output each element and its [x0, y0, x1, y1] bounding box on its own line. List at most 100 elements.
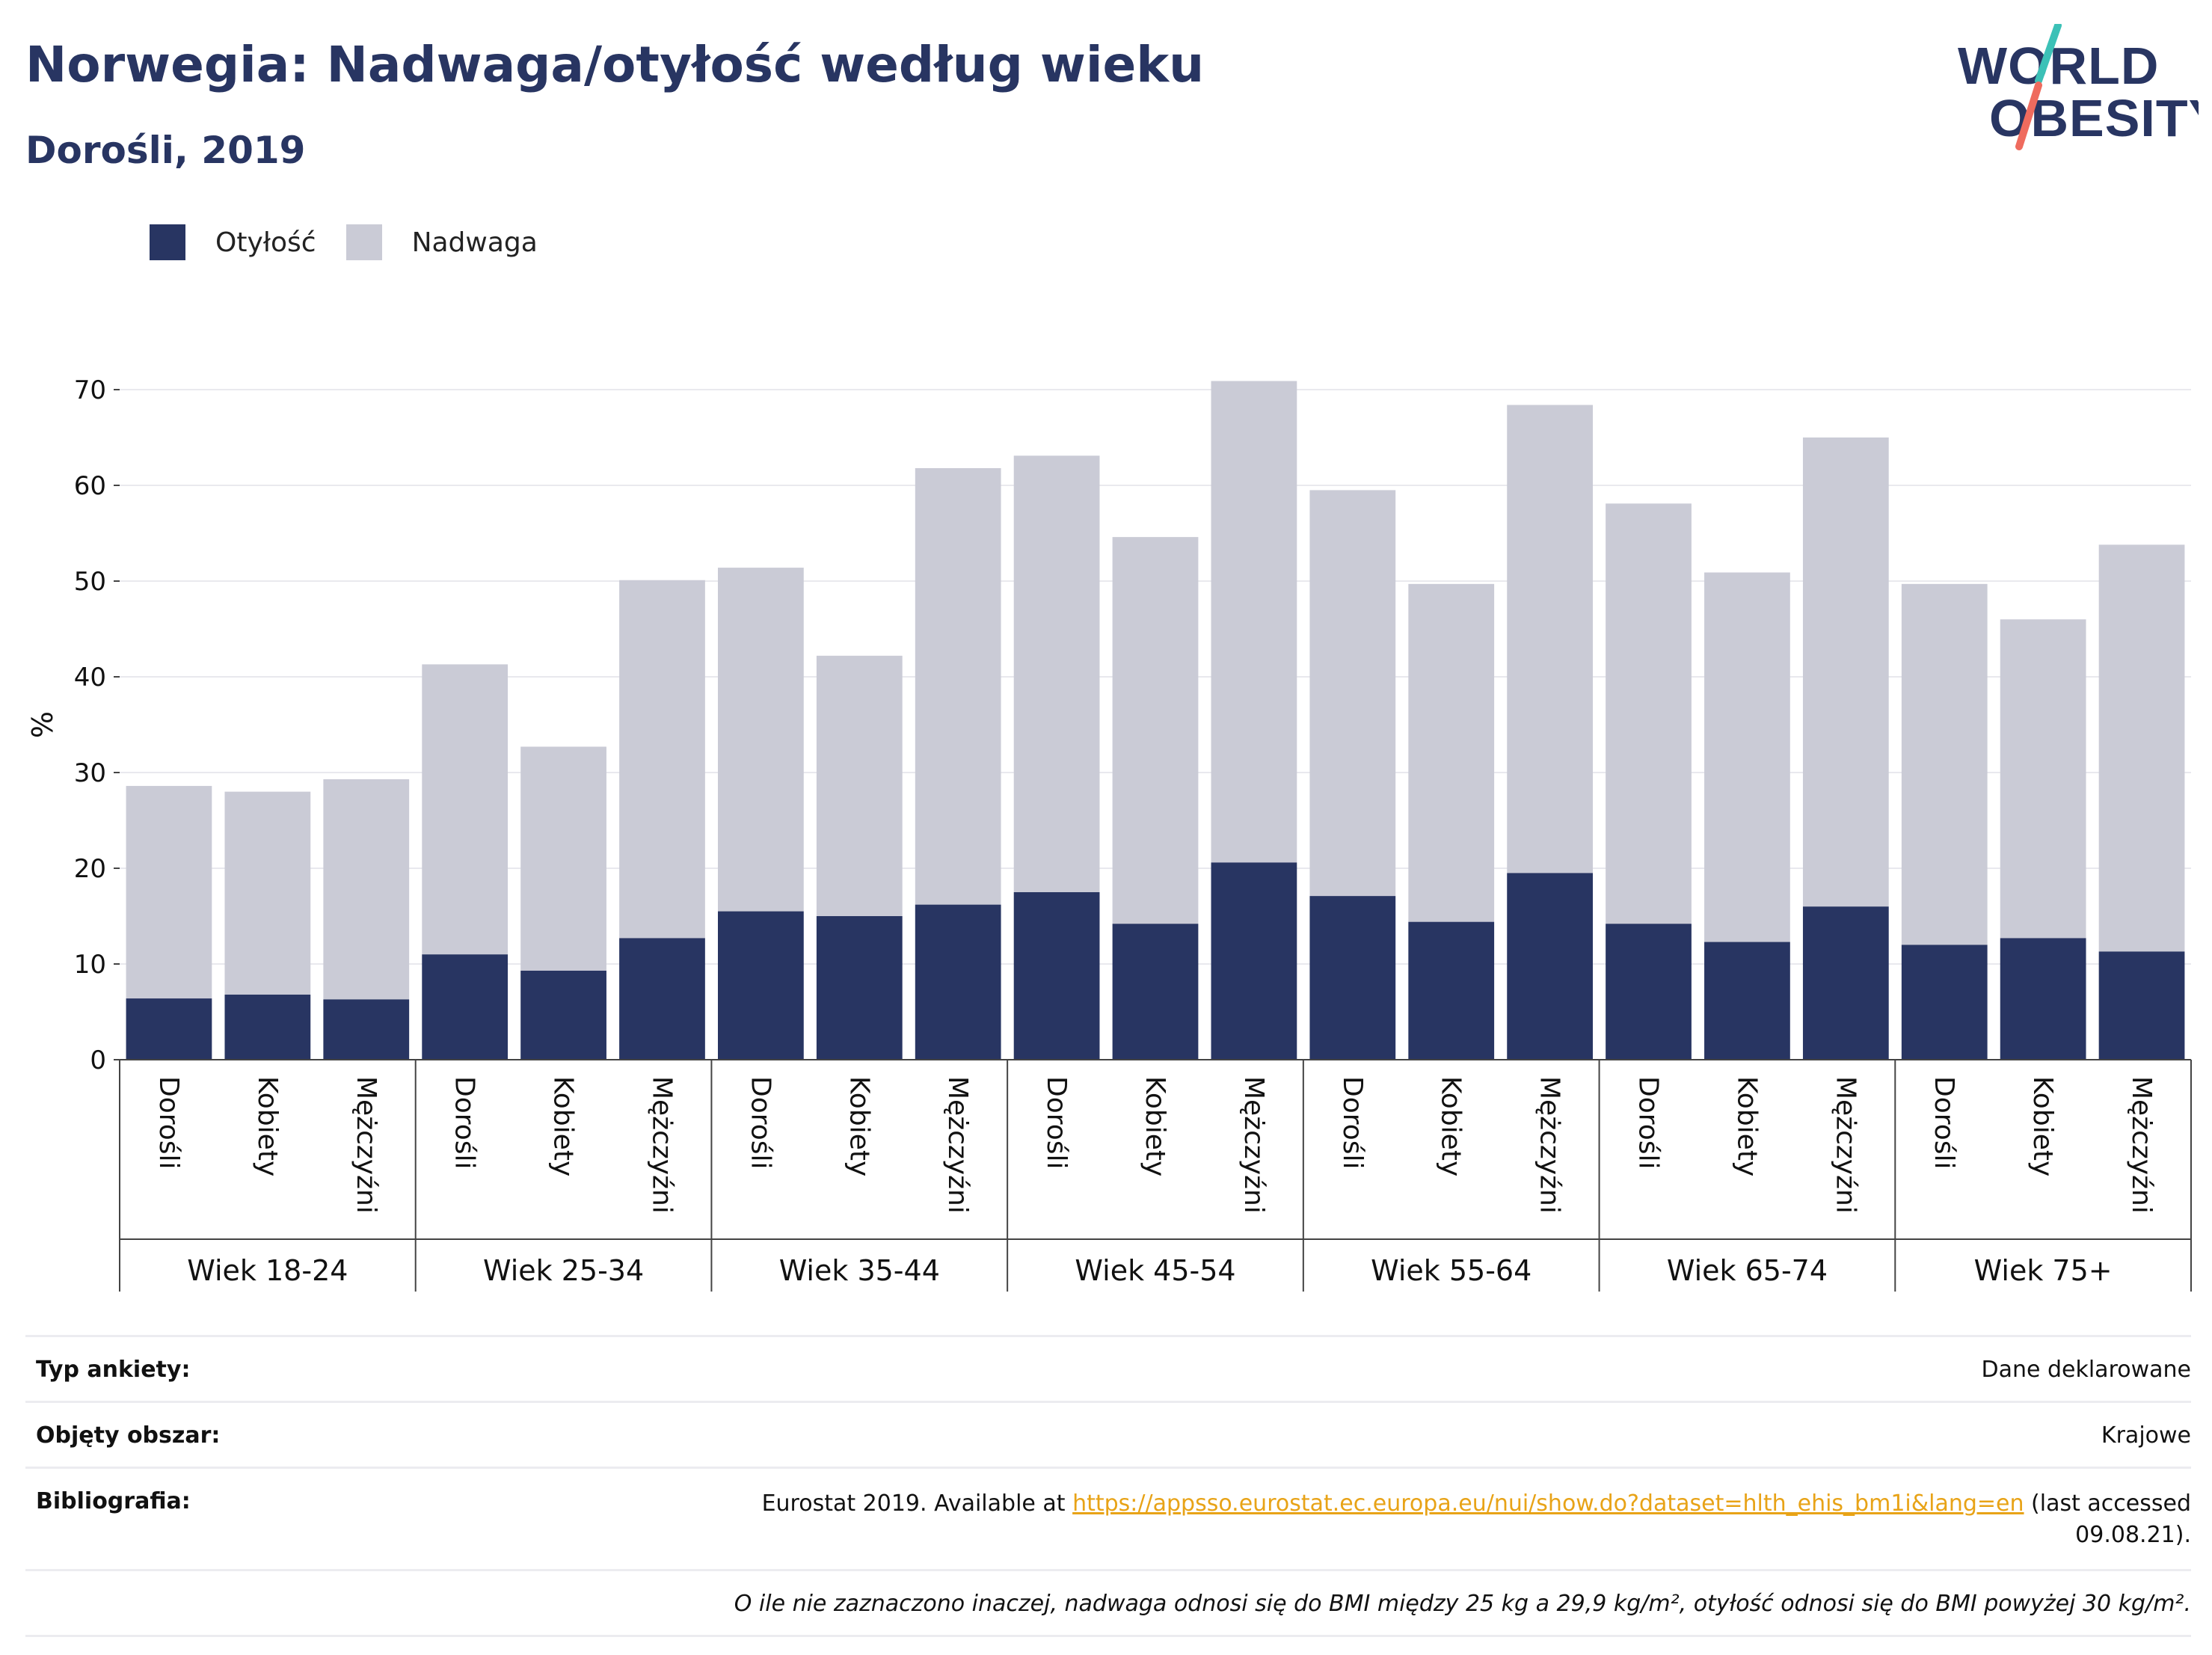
- bar-obesity: [520, 970, 606, 1060]
- bar-obesity: [915, 904, 1001, 1060]
- x-group-label: Wiek 55-64: [1371, 1254, 1531, 1287]
- bibliography-label: Bibliografia:: [36, 1488, 191, 1514]
- bar-overweight: [619, 580, 705, 939]
- bar-overweight: [2000, 619, 2086, 939]
- bar-overweight: [915, 467, 1001, 905]
- bar-overweight: [1112, 537, 1199, 924]
- logo-line1: WORLD: [1958, 37, 2159, 95]
- bar-overweight: [520, 746, 606, 971]
- legend-swatch-overweight: [345, 224, 382, 260]
- bar-obesity: [422, 954, 509, 1060]
- legend-label-obesity: Otyłość: [215, 227, 316, 258]
- x-subcategory-label: Mężczyźni: [942, 1076, 973, 1214]
- bar-obesity: [224, 994, 311, 1060]
- bar-overweight: [126, 785, 212, 999]
- x-subcategory-label: Kobiety: [252, 1076, 283, 1176]
- survey-type-value: Dane deklarowane: [1981, 1357, 2191, 1383]
- x-group-label: Wiek 45-54: [1075, 1254, 1235, 1287]
- x-group-label: Wiek 35-44: [779, 1254, 940, 1287]
- bar-obesity: [1802, 906, 1889, 1060]
- page-subtitle: Dorośli, 2019: [25, 129, 306, 172]
- info-row-coverage: Objęty obszar: Krajowe: [25, 1401, 2191, 1467]
- bar-overweight: [1013, 455, 1100, 892]
- bar-overweight: [1211, 381, 1297, 863]
- logo-slash-coral: [2015, 82, 2042, 150]
- survey-type-label: Typ ankiety:: [36, 1357, 191, 1383]
- coverage-label: Objęty obszar:: [36, 1422, 221, 1449]
- bar-obesity: [2000, 938, 2086, 1060]
- bar-obesity: [2098, 951, 2185, 1060]
- x-group-label: Wiek 65-74: [1667, 1254, 1828, 1287]
- bar-obesity: [1013, 892, 1100, 1060]
- x-subcategory-label: Dorośli: [745, 1076, 775, 1170]
- bibliography-value: Eurostat 2019. Available at https://apps…: [695, 1488, 2191, 1551]
- x-subcategory-label: Kobiety: [548, 1076, 579, 1176]
- y-tick-label: 30: [74, 758, 106, 788]
- y-tick-label: 40: [74, 663, 106, 693]
- bar-overweight: [816, 655, 903, 916]
- legend-swatch-obesity: [150, 224, 185, 260]
- y-tick-label: 0: [90, 1045, 106, 1075]
- y-tick-label: 60: [74, 471, 106, 501]
- bar-obesity: [816, 916, 903, 1060]
- bar-overweight: [422, 664, 509, 955]
- bar-obesity: [323, 999, 410, 1060]
- bar-overweight: [1901, 583, 1988, 945]
- definition-note: O ile nie zaznaczono inaczej, nadwaga od…: [734, 1591, 2191, 1617]
- x-subcategory-label: Dorośli: [1633, 1076, 1664, 1170]
- x-subcategory-label: Kobiety: [844, 1076, 874, 1176]
- bar-obesity: [1606, 924, 1692, 1060]
- y-tick-label: 10: [74, 950, 106, 980]
- legend-label-overweight: Nadwaga: [411, 227, 538, 258]
- bar-overweight: [224, 791, 311, 995]
- info-row-survey-type: Typ ankiety: Dane deklarowane: [25, 1335, 2191, 1401]
- x-subcategory-label: Mężczyźni: [2126, 1076, 2157, 1214]
- x-subcategory-label: Dorośli: [1929, 1076, 1959, 1170]
- y-axis-label: %: [26, 711, 59, 738]
- bibliography-prefix: Eurostat 2019. Available at: [761, 1490, 1073, 1517]
- x-group-label: Wiek 18-24: [187, 1254, 348, 1287]
- x-subcategory-label: Mężczyźni: [1534, 1076, 1565, 1214]
- x-subcategory-label: Dorośli: [1337, 1076, 1368, 1170]
- logo-slash-teal: [2035, 24, 2062, 85]
- bar-overweight: [718, 568, 804, 912]
- info-table: Typ ankiety: Dane deklarowane Objęty obs…: [25, 1335, 2191, 1637]
- bibliography-suffix: (last accessed 09.08.21).: [2024, 1490, 2191, 1548]
- bar-obesity: [718, 911, 804, 1060]
- x-subcategory-label: Mężczyźni: [1238, 1076, 1269, 1214]
- bar-obesity: [1112, 924, 1199, 1060]
- bar-obesity: [1901, 945, 1988, 1060]
- coverage-value: Krajowe: [2101, 1422, 2191, 1449]
- x-subcategory-label: Kobiety: [1436, 1076, 1466, 1176]
- x-subcategory-label: Dorośli: [449, 1076, 480, 1170]
- x-subcategory-label: Mężczyźni: [646, 1076, 677, 1214]
- bar-overweight: [1802, 437, 1889, 907]
- bar-overweight: [1309, 490, 1396, 897]
- bar-overweight: [1704, 572, 1790, 942]
- y-tick-label: 20: [74, 854, 106, 884]
- stacked-bar-chart: 0 10 20 30 40 50 60 70% Dorośli Kobiety Mężczyźni D…: [26, 375, 2192, 1292]
- bar-obesity: [1704, 942, 1790, 1060]
- x-subcategory-label: Dorośli: [1041, 1076, 1072, 1170]
- legend-item-obesity[interactable]: Otyłość: [150, 224, 316, 260]
- bar-obesity: [126, 998, 212, 1060]
- bar-overweight: [1606, 503, 1692, 924]
- x-subcategory-label: Kobiety: [1731, 1076, 1762, 1176]
- bibliography-link[interactable]: https://appsso.eurostat.ec.europa.eu/nui…: [1072, 1490, 2024, 1517]
- x-subcategory-label: Dorośli: [153, 1076, 184, 1170]
- bar-obesity: [1507, 873, 1593, 1060]
- bar-overweight: [2098, 544, 2185, 952]
- x-subcategory-label: Kobiety: [2027, 1076, 2058, 1176]
- x-subcategory-label: Kobiety: [1140, 1076, 1170, 1176]
- legend-item-overweight[interactable]: Nadwaga: [345, 224, 538, 260]
- bar-obesity: [1211, 862, 1297, 1060]
- x-group-label: Wiek 25-34: [483, 1254, 644, 1287]
- bar-obesity: [1408, 921, 1495, 1060]
- chart-legend: Otyłość Nadwaga: [150, 223, 568, 262]
- world-obesity-logo: WORLD OBESITY: [1958, 24, 2199, 150]
- bar-overweight: [1408, 583, 1495, 922]
- x-subcategory-label: Mężczyźni: [1830, 1076, 1861, 1214]
- bar-obesity: [1309, 896, 1396, 1060]
- bar-obesity: [619, 938, 705, 1060]
- bar-overweight: [323, 779, 410, 1000]
